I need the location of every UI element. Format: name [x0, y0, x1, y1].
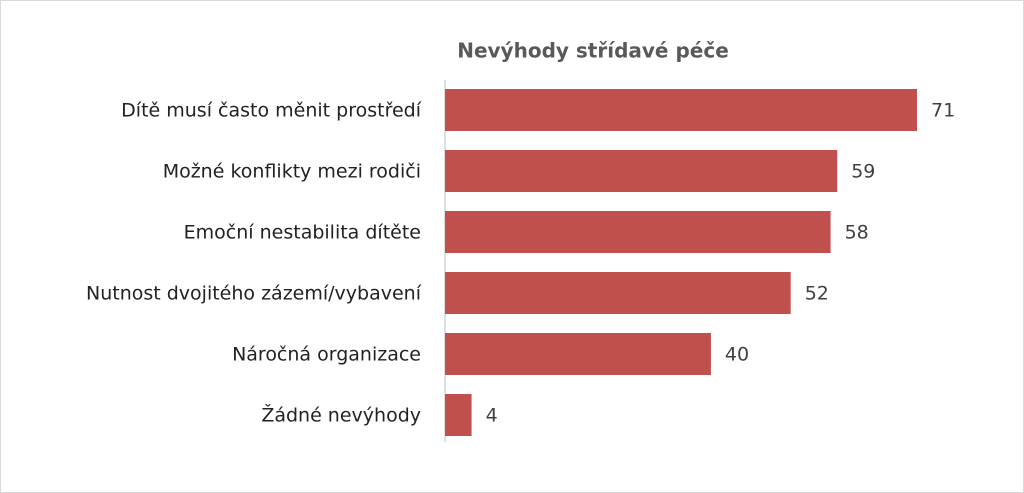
y-tick-label: Možné konflikty mezi rodiči — [163, 161, 421, 183]
y-tick-label: Nutnost dvojitého zázemí/vybavení — [86, 283, 422, 305]
value-label: 40 — [725, 344, 749, 366]
value-label: 4 — [486, 405, 498, 427]
bar — [445, 394, 472, 436]
value-label: 59 — [851, 161, 875, 183]
bar — [445, 272, 791, 314]
bar — [445, 211, 831, 253]
chart-title: Nevýhody střídavé péče — [457, 39, 729, 63]
bar — [445, 89, 917, 131]
bar — [445, 150, 838, 192]
y-tick-label: Emoční nestabilita dítěte — [184, 222, 421, 244]
value-label: 52 — [805, 283, 829, 305]
y-tick-label: Náročná organizace — [232, 344, 421, 366]
bar — [445, 333, 711, 375]
y-tick-label: Žádné nevýhody — [261, 404, 421, 427]
value-label: 71 — [931, 100, 955, 122]
value-label: 58 — [845, 222, 869, 244]
y-tick-label: Dítě musí často měnit prostředí — [121, 100, 422, 122]
